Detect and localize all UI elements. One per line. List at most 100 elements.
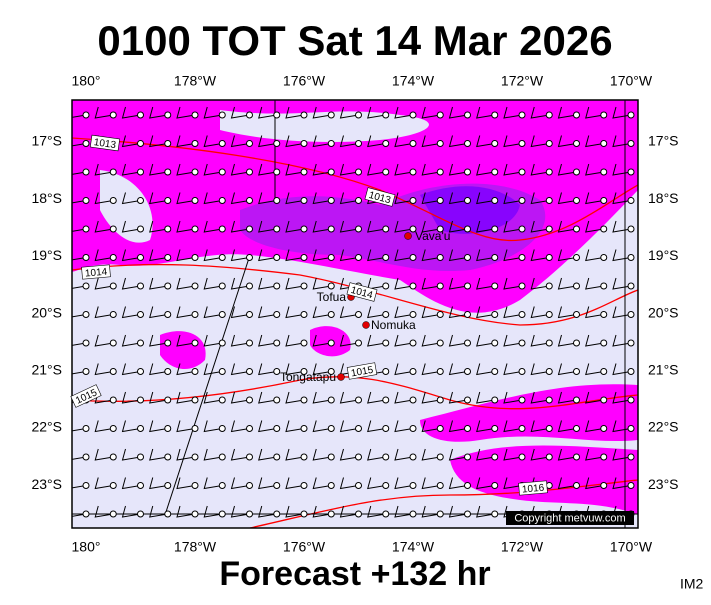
barb-shaft	[530, 391, 550, 404]
wind-barb	[230, 334, 253, 347]
barb-shaft	[557, 192, 577, 205]
barb-shaft	[94, 192, 114, 205]
wind-barb	[258, 135, 281, 148]
station	[218, 254, 226, 261]
rain-area	[450, 445, 638, 515]
wind-barb	[585, 334, 608, 347]
barb-shaft	[121, 420, 141, 433]
station	[464, 254, 471, 261]
barb-shaft	[394, 448, 414, 461]
barb-shaft	[176, 420, 196, 433]
station	[137, 453, 144, 461]
barb-shaft	[285, 192, 305, 205]
wind-barb	[339, 135, 362, 148]
station	[191, 140, 199, 147]
station	[491, 168, 499, 176]
station	[382, 339, 390, 347]
barb-shaft	[203, 135, 223, 148]
barb-shaft	[585, 277, 604, 290]
station	[355, 482, 362, 489]
barb-shaft	[230, 420, 250, 433]
wind-barb	[312, 192, 335, 205]
wind-barb	[503, 163, 526, 176]
wind-barb	[339, 477, 362, 490]
barb-shaft	[503, 363, 523, 376]
wind-barb	[176, 391, 199, 404]
wind-barb	[94, 277, 117, 290]
station	[491, 368, 499, 375]
wind-barb	[448, 249, 471, 262]
barb-shaft	[367, 477, 386, 490]
barb-shaft	[121, 363, 141, 376]
station	[246, 453, 253, 461]
station	[137, 140, 144, 147]
station	[137, 254, 144, 261]
barb-shaft	[612, 477, 632, 490]
place-dot	[404, 232, 412, 240]
station	[137, 368, 144, 375]
station	[246, 425, 253, 432]
barb-shaft	[530, 249, 550, 262]
station	[600, 425, 608, 432]
wind-barb	[149, 391, 172, 404]
wind-barb	[230, 249, 253, 262]
barb-shaft	[476, 249, 495, 262]
barb-shaft	[585, 420, 604, 433]
lat-label: 21°S	[648, 362, 679, 378]
barb-shaft	[476, 363, 495, 376]
wind-barb	[367, 391, 390, 404]
barb-shaft	[149, 106, 168, 119]
station	[273, 168, 281, 176]
station	[82, 425, 90, 432]
station	[409, 453, 417, 461]
station	[627, 197, 635, 204]
station	[518, 111, 526, 119]
barb-shaft	[285, 477, 305, 490]
station	[164, 225, 172, 233]
station	[573, 311, 580, 318]
wind-barb	[557, 334, 580, 347]
wind-barb	[203, 448, 226, 461]
barb-shaft	[203, 363, 223, 376]
wind-barb	[312, 306, 335, 319]
wind-barb	[94, 334, 117, 347]
wind-barb	[448, 135, 471, 148]
wind-barb	[203, 135, 226, 148]
station	[436, 225, 444, 233]
wind-barb	[230, 135, 253, 148]
station	[300, 396, 308, 404]
barb-shaft	[530, 192, 550, 205]
wind-barb	[448, 106, 471, 119]
barb-shaft	[367, 249, 386, 262]
barb-shaft	[312, 249, 332, 262]
station	[409, 254, 417, 261]
barb-shaft	[476, 277, 495, 290]
wind-barb	[94, 249, 117, 262]
barb-shaft	[94, 363, 114, 376]
wind-barb	[421, 163, 444, 176]
station	[191, 510, 199, 518]
barb-shaft	[421, 505, 441, 518]
wind-barb	[72, 168, 90, 176]
wind-barb	[557, 477, 580, 490]
barb-shaft	[121, 448, 141, 461]
station	[573, 425, 580, 432]
wind-barb	[149, 363, 172, 376]
wind-barb	[530, 448, 553, 461]
barb-shaft	[258, 306, 277, 319]
barb-shaft	[530, 135, 550, 148]
station	[273, 311, 281, 318]
station	[545, 311, 553, 318]
barb-shaft	[476, 448, 495, 461]
lat-label: 17°S	[648, 133, 679, 149]
wind-barb	[394, 363, 417, 376]
wind-barb	[149, 106, 172, 119]
barb-shaft	[612, 192, 632, 205]
barb-shaft	[367, 334, 386, 347]
wind-barb	[585, 363, 608, 376]
barb-shaft	[394, 363, 414, 376]
lon-label: 180°	[72, 73, 101, 89]
barb-shaft	[149, 363, 168, 376]
barb-shaft	[94, 334, 114, 347]
barb-shaft	[203, 220, 223, 233]
